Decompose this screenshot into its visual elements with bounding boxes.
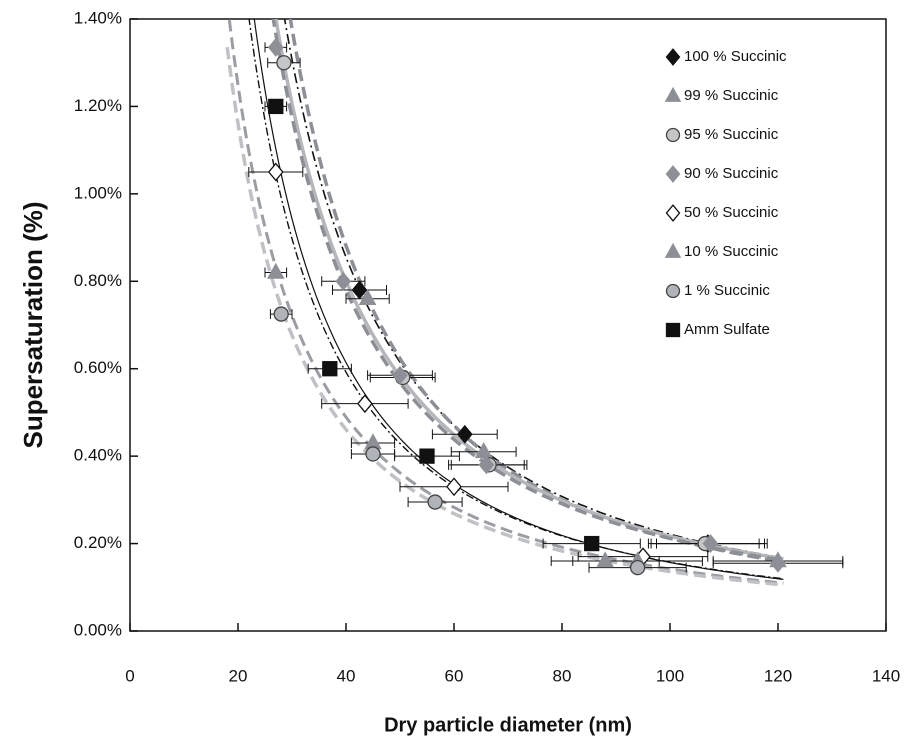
fit-curve (274, 19, 784, 561)
legend-label: 50 % Succinic (684, 204, 779, 221)
data-point (584, 535, 600, 552)
x-axis-title: Dry particle diameter (nm) (384, 714, 632, 736)
legend-marker (664, 86, 682, 102)
data-point (335, 271, 352, 291)
y-axis-title: Supersaturation (%) (18, 201, 48, 448)
data-point (478, 455, 495, 475)
fit-curve (227, 19, 784, 585)
data-point (365, 446, 381, 462)
y-tick-label: 1.00% (74, 183, 122, 202)
legend-marker (665, 283, 681, 299)
y-tick-label: 0.00% (74, 620, 122, 639)
legend-label: 10 % Succinic (684, 243, 779, 260)
legend-label: 1 % Succinic (684, 282, 770, 299)
data-point (276, 55, 292, 71)
y-tick-label: 0.40% (74, 446, 122, 465)
legend-label: 99 % Succinic (684, 87, 779, 104)
data-point (268, 98, 284, 115)
legend-label: 95 % Succinic (684, 126, 779, 143)
y-tick-label: 0.60% (74, 358, 122, 377)
legend-marker (665, 48, 681, 66)
legend-marker (665, 165, 681, 183)
data-point (446, 477, 462, 497)
data-point (322, 361, 338, 377)
fit-curve (283, 19, 784, 559)
x-tick-label: 0 (125, 666, 134, 685)
legend-marker (665, 127, 681, 143)
data-point (456, 424, 473, 444)
data-point (596, 551, 614, 568)
legend-label: 90 % Succinic (684, 165, 779, 182)
data-point (474, 442, 493, 459)
x-tick-label: 60 (445, 666, 464, 685)
data-point (357, 394, 373, 414)
data-point (770, 553, 786, 573)
data-point (351, 280, 368, 300)
fit-curves (225, 19, 784, 587)
fit-curve (288, 19, 784, 564)
x-tick-label: 140 (872, 666, 900, 685)
x-tick-label: 20 (229, 666, 248, 685)
y-tick-label: 1.40% (74, 8, 122, 27)
data-point (267, 37, 284, 57)
data-point (702, 534, 719, 553)
y-tick-label: 0.20% (74, 533, 122, 552)
data-point (267, 262, 285, 279)
data-point (273, 306, 289, 322)
legend-marker (664, 242, 682, 258)
x-tick-label: 80 (553, 666, 572, 685)
plot-frame (129, 18, 887, 632)
legend-label: Amm Sulfate (684, 321, 770, 338)
legend-label: 100 % Succinic (684, 48, 787, 65)
data-point (419, 448, 435, 464)
legend-marker (665, 204, 681, 222)
x-tick-label: 40 (337, 666, 356, 685)
y-tick-label: 1.20% (74, 96, 122, 115)
fit-curve (225, 46, 784, 587)
y-tick-label: 0.80% (74, 271, 122, 290)
data-point (392, 365, 408, 385)
data-point (358, 289, 377, 306)
data-point (427, 494, 443, 510)
x-tick-label: 120 (764, 666, 792, 685)
data-point (267, 162, 284, 182)
data-point (629, 559, 646, 576)
legend-marker (665, 322, 681, 338)
fit-curve (253, 19, 784, 580)
x-tick-label: 100 (656, 666, 684, 685)
